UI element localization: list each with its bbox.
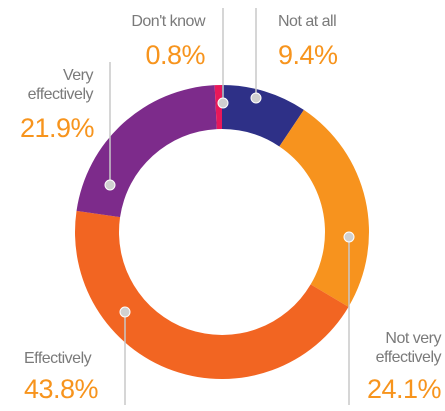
donut-segment [222,85,304,147]
donut-segment [76,85,217,218]
value-label: 0.8% [145,40,205,70]
value-label: 21.9% [19,113,95,143]
category-label: Not at all [278,13,337,30]
donut-segment [74,210,349,379]
leader-dot [119,306,131,318]
leader-dot [250,92,262,104]
leader-dot [343,231,355,243]
value-label: 24.1% [366,374,442,404]
category-label: Not very effectively [375,330,442,366]
leader-dot [217,97,229,109]
donut-segment [279,109,370,307]
category-label: Very effectively [27,67,94,103]
value-label: 9.4% [278,40,338,70]
leader-dot [104,179,116,191]
donut-segment [214,85,222,130]
value-label: 43.8% [24,374,99,404]
category-label: Don't know [131,13,205,30]
category-label: Effectively [24,350,92,367]
